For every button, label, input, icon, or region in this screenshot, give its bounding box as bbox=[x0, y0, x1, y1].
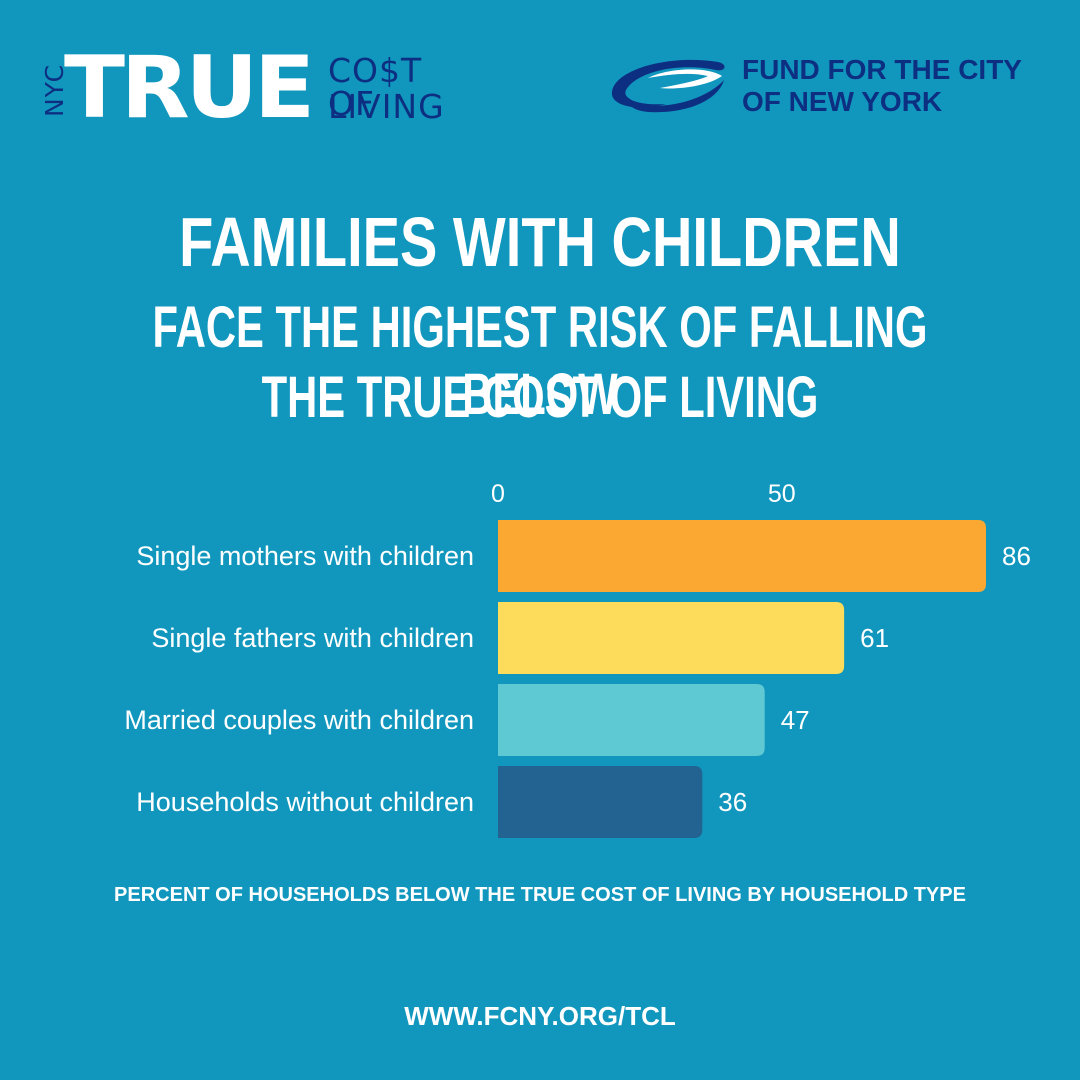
logo-living-text: LIVING bbox=[328, 87, 445, 126]
bar-chart: 0 50 Single mothers with children 86 Single … bbox=[124, 480, 1031, 838]
bar-value-label: 86 bbox=[1002, 541, 1031, 571]
bar-1 bbox=[498, 520, 986, 592]
headline-line3: THE TRUE COST OF LIVING bbox=[261, 365, 819, 430]
bar-value-label: 47 bbox=[781, 705, 810, 735]
true-cost-of-living-logo: NYC TRUE CO$T OF LIVING bbox=[40, 38, 470, 138]
category-label: Married couples with children bbox=[124, 705, 474, 735]
fund-logo-line1: FUND FOR THE CITY bbox=[742, 54, 1022, 85]
x-tick-label: 50 bbox=[768, 480, 796, 508]
fund-for-the-city-logo: FUND FOR THE CITY OF NEW YORK bbox=[608, 50, 1058, 130]
x-tick-label: 0 bbox=[491, 480, 505, 508]
bar-2 bbox=[498, 602, 845, 674]
bar-4 bbox=[498, 766, 703, 838]
website-link[interactable]: WWW.FCNY.ORG/TCL bbox=[404, 1001, 676, 1031]
headline-line2: FACE THE HIGHEST RISK OF FALLING BELOW bbox=[152, 295, 928, 427]
swoosh-icon bbox=[611, 59, 725, 113]
headline-line1: FAMILIES WITH CHILDREN bbox=[179, 203, 901, 281]
category-label: Single mothers with children bbox=[136, 541, 474, 571]
fund-logo-line2: OF NEW YORK bbox=[742, 86, 943, 117]
bar-value-label: 61 bbox=[860, 623, 889, 653]
logo-cost-of-text: CO$T OF bbox=[328, 51, 423, 123]
category-label: Households without children bbox=[136, 787, 474, 817]
bar-3 bbox=[498, 684, 765, 756]
category-label: Single fathers with children bbox=[151, 623, 474, 653]
bar-value-label: 36 bbox=[718, 787, 747, 817]
chart-caption: PERCENT OF HOUSEHOLDS BELOW THE TRUE COS… bbox=[114, 884, 966, 906]
logo-true-text: TRUE bbox=[64, 38, 315, 138]
